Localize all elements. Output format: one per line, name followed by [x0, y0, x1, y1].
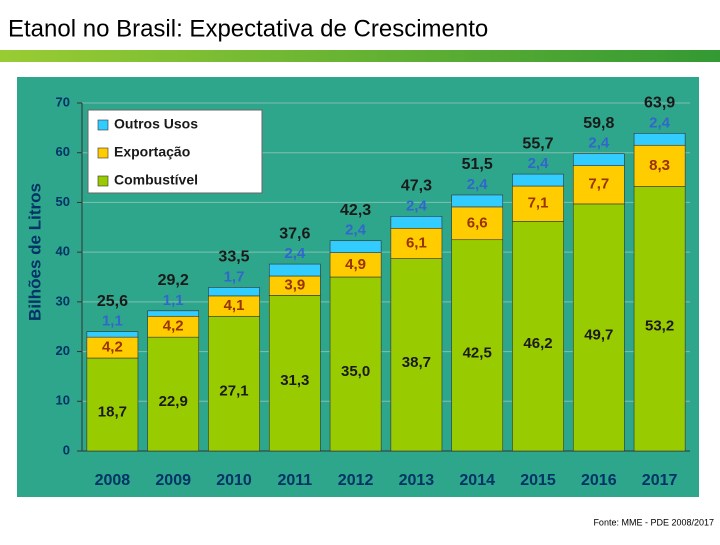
y-tick-label: 40	[56, 244, 70, 259]
total-label: 37,6	[279, 225, 310, 242]
value-label: 53,2	[645, 318, 674, 335]
value-label: 6,6	[467, 214, 488, 231]
bar-segment	[512, 173, 564, 187]
value-label: 1,1	[163, 292, 184, 309]
value-label: 1,7	[224, 268, 245, 285]
legend-label: Exportação	[114, 144, 190, 160]
legend-label: Combustível	[114, 172, 198, 188]
bar-segment	[86, 331, 139, 338]
value-label: 4,9	[345, 256, 366, 273]
value-label: 8,3	[649, 157, 670, 174]
value-label: 4,2	[102, 339, 123, 356]
value-label: 7,7	[588, 176, 609, 193]
bar-segment	[633, 133, 686, 146]
y-axis-label: Bilhões de Litros	[25, 183, 44, 321]
total-label: 63,9	[644, 95, 675, 112]
x-tick-label: 2017	[642, 472, 678, 489]
bar-segment	[390, 227, 443, 259]
bar-segment	[329, 252, 382, 278]
x-tick-label: 2015	[520, 472, 556, 489]
total-label: 42,3	[340, 202, 371, 219]
value-label: 2,4	[528, 155, 550, 172]
y-tick-label: 0	[63, 442, 70, 457]
bar-segment	[572, 203, 625, 452]
x-tick-label: 2010	[216, 472, 252, 489]
bar-segment	[390, 258, 443, 452]
bar-segment	[451, 239, 504, 452]
bar-segment	[147, 336, 200, 452]
total-label: 47,3	[401, 178, 432, 195]
value-label: 2,4	[406, 197, 428, 214]
bar-segment	[390, 216, 443, 229]
x-tick-label: 2009	[155, 472, 191, 489]
title-rule	[0, 50, 720, 62]
slide-title: Etanol no Brasil: Expectativa de Crescim…	[8, 15, 488, 42]
total-label: 55,7	[522, 135, 553, 152]
y-tick-label: 20	[56, 343, 70, 358]
x-tick-label: 2014	[459, 472, 495, 489]
bar-segment	[329, 276, 382, 452]
x-tick-label: 2008	[95, 472, 131, 489]
x-tick-label: 2016	[581, 472, 617, 489]
value-label: 3,9	[284, 277, 305, 294]
value-label: 22,9	[159, 393, 188, 410]
value-label: 7,1	[528, 195, 549, 212]
bar-segment	[451, 206, 504, 241]
value-label: 2,4	[345, 222, 367, 239]
value-label: 4,1	[224, 297, 245, 314]
x-tick-label: 2012	[338, 472, 374, 489]
bar-segment	[208, 287, 260, 297]
x-tick-label: 2011	[277, 472, 312, 489]
value-label: 2,4	[467, 176, 489, 193]
total-label: 51,5	[462, 156, 493, 173]
value-label: 38,7	[402, 354, 431, 371]
bar-segment	[633, 186, 686, 452]
total-label: 25,6	[97, 293, 128, 310]
y-tick-label: 30	[56, 293, 70, 308]
value-label: 2,4	[649, 114, 671, 131]
bar-segment	[329, 240, 382, 253]
total-label: 29,2	[158, 272, 189, 289]
bar-segment	[147, 310, 200, 317]
x-tick-label: 2013	[399, 472, 435, 489]
value-label: 6,1	[406, 234, 427, 251]
value-label: 18,7	[98, 403, 127, 420]
value-label: 2,4	[588, 135, 610, 152]
value-label: 42,5	[463, 344, 492, 361]
value-label: 49,7	[584, 326, 613, 343]
y-tick-label: 10	[56, 393, 70, 408]
legend-label: Outros Usos	[114, 116, 198, 132]
legend-swatch	[97, 175, 109, 187]
y-tick-label: 50	[56, 194, 70, 209]
value-label: 35,0	[341, 363, 370, 380]
value-label: 31,3	[280, 372, 309, 389]
bar-segment	[512, 221, 564, 452]
legend-box	[87, 109, 263, 194]
y-tick-label: 70	[56, 94, 70, 109]
bar-segment	[451, 194, 504, 208]
y-tick-label: 60	[56, 144, 70, 159]
bar-segment	[572, 153, 625, 166]
total-label: 59,8	[583, 115, 614, 132]
value-label: 2,4	[284, 245, 306, 262]
source: Fonte: MME - PDE 2008/2017	[593, 517, 714, 527]
value-label: 1,1	[102, 313, 123, 330]
value-label: 46,2	[523, 335, 552, 352]
value-label: 27,1	[219, 383, 248, 400]
bar-segment	[572, 165, 625, 205]
bar-segment	[633, 144, 686, 187]
bar-segment	[208, 315, 260, 452]
total-label: 33,5	[218, 249, 249, 266]
legend-swatch	[97, 147, 109, 159]
bar-segment	[268, 263, 321, 277]
bar-segment	[512, 185, 564, 222]
legend-swatch	[97, 119, 109, 131]
value-label: 4,2	[163, 318, 184, 335]
bar-segment	[86, 357, 139, 452]
